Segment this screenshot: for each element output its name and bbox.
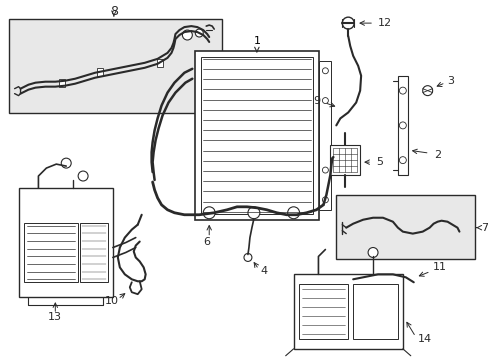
Circle shape: [182, 30, 192, 40]
Text: 3: 3: [447, 76, 454, 86]
Circle shape: [61, 158, 71, 168]
Circle shape: [422, 86, 432, 96]
Bar: [298, 284, 347, 339]
Bar: [397, 76, 407, 175]
Text: 14: 14: [417, 334, 431, 344]
Bar: [195, 51, 319, 220]
Circle shape: [399, 87, 406, 94]
Bar: [352, 284, 397, 339]
Circle shape: [342, 17, 353, 29]
Bar: [156, 59, 162, 67]
Text: 5: 5: [375, 157, 382, 167]
Circle shape: [287, 207, 299, 219]
Circle shape: [367, 248, 377, 257]
Text: 9: 9: [312, 95, 319, 105]
Circle shape: [399, 157, 406, 163]
Bar: [9, 19, 222, 113]
Circle shape: [195, 29, 203, 37]
Text: 7: 7: [480, 223, 488, 233]
Text: 6: 6: [203, 237, 210, 247]
Circle shape: [322, 98, 328, 104]
Bar: [59, 79, 65, 87]
Bar: [80, 223, 108, 282]
Circle shape: [78, 171, 88, 181]
Text: 2: 2: [433, 150, 440, 160]
Circle shape: [399, 122, 406, 129]
Circle shape: [247, 207, 259, 219]
Bar: [19, 188, 113, 297]
Text: 10: 10: [105, 296, 119, 306]
Text: 13: 13: [48, 312, 62, 322]
Text: 1: 1: [253, 36, 260, 52]
Circle shape: [322, 68, 328, 74]
Bar: [330, 145, 359, 175]
Bar: [336, 195, 474, 260]
Text: 11: 11: [432, 262, 446, 273]
Text: 12: 12: [377, 18, 391, 28]
Bar: [23, 223, 78, 282]
Circle shape: [244, 253, 251, 261]
Bar: [319, 61, 331, 210]
Bar: [201, 57, 313, 214]
Bar: [97, 68, 103, 76]
Circle shape: [322, 167, 328, 173]
Bar: [293, 274, 402, 349]
Circle shape: [203, 207, 215, 219]
Text: 8: 8: [110, 5, 118, 18]
Text: 4: 4: [260, 266, 267, 276]
Circle shape: [322, 197, 328, 203]
